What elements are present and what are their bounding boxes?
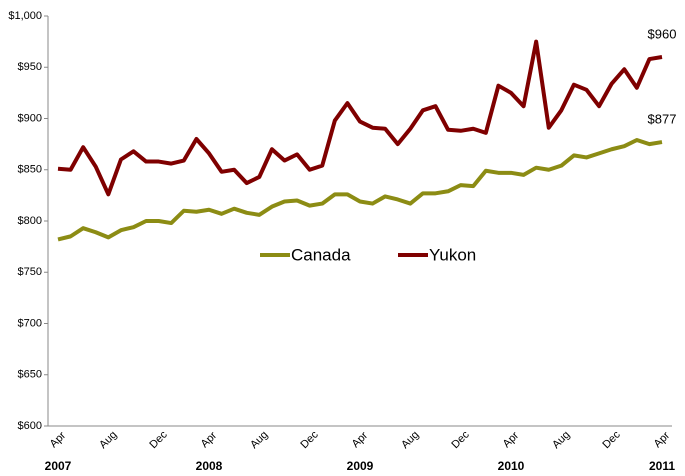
- series-line: [57, 39, 663, 197]
- y-tick-label: $850: [18, 164, 42, 176]
- legend-label: Canada: [291, 245, 351, 264]
- y-tick-label: $1,000: [8, 10, 42, 22]
- x-group-label: 2011: [649, 459, 675, 473]
- series-line: [57, 138, 663, 242]
- x-group-label: 2007: [45, 459, 72, 473]
- y-tick-label: $700: [18, 317, 42, 329]
- y-tick-label: $950: [18, 61, 42, 73]
- y-tick-label: $750: [18, 266, 42, 278]
- value-label: $877: [648, 112, 677, 127]
- x-group-label: 2009: [347, 459, 374, 473]
- y-tick-label: $800: [18, 215, 42, 227]
- y-tick-label: $900: [18, 112, 42, 124]
- x-group-label: 2010: [498, 459, 525, 473]
- y-tick-label: $600: [18, 420, 42, 432]
- x-group-label: 2008: [196, 459, 223, 473]
- y-tick-label: $650: [18, 369, 42, 381]
- legend-label: Yukon: [429, 245, 476, 264]
- value-label: $960: [648, 26, 677, 41]
